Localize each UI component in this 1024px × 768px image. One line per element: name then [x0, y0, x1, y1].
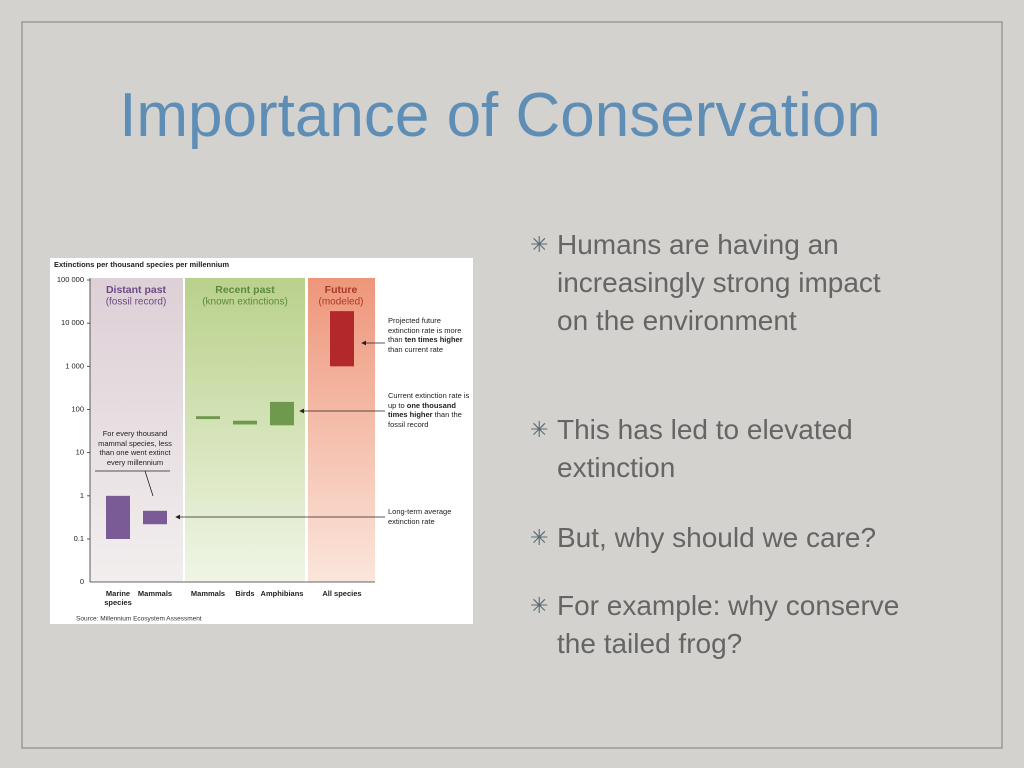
bullet-text: For example: why conserve the tailed fro… — [557, 590, 900, 659]
bar — [196, 416, 220, 420]
period-name: Future — [325, 284, 358, 296]
bar — [106, 495, 130, 539]
period-panel — [90, 278, 183, 582]
connector — [144, 470, 154, 497]
y-tick-label: 1 000 — [65, 361, 84, 370]
period-subtitle: (known extinctions) — [202, 297, 288, 308]
x-tick-label: Birds — [235, 589, 255, 598]
x-tick-label: Mammals — [190, 589, 226, 598]
annotation: For every thousand mammal species, less … — [96, 429, 174, 467]
bullet-marker: ✳ — [530, 525, 549, 550]
bullet: ✳ But, why should we care? — [530, 519, 930, 557]
period-subtitle: (fossil record) — [106, 297, 167, 308]
y-floor-label: 0 — [80, 577, 84, 586]
bar — [270, 401, 294, 426]
y-tick-label: 100 000 — [57, 275, 84, 284]
period-subtitle: (modeled) — [318, 297, 363, 308]
bullet-marker: ✳ — [530, 593, 549, 618]
period-name: Recent past — [215, 284, 275, 296]
annotation-text: than current rate — [388, 344, 444, 354]
x-tick-label: Marine species — [104, 589, 132, 607]
bullet-text: This has led to elevated extinction — [557, 414, 853, 483]
source: Source: Millennium Ecosystem Assessment — [76, 616, 202, 623]
annotation: Long-term average extinction rate — [388, 507, 468, 526]
y-tick-label: 1 — [80, 491, 84, 500]
y-tick-label: 100 — [71, 404, 84, 413]
annotation-text: ten times higher — [404, 335, 463, 344]
annotation-text: Projected future extinction rate is more… — [388, 316, 462, 344]
annotation-text: than the fossil record — [388, 410, 462, 429]
slide-frame — [21, 21, 1003, 749]
annotation-text: For every thousand mammal species, less … — [98, 429, 172, 467]
annotation-text: one thousand times higher — [388, 400, 456, 420]
y-tick-label: 10 — [76, 448, 84, 457]
bullet: ✳ This has led to elevated extinction — [530, 411, 930, 487]
period-panel — [185, 278, 305, 582]
chart-title: Extinctions per thousand species per mil… — [54, 260, 229, 269]
y-tick-label: 10 000 — [61, 318, 84, 327]
annotation-text: Long-term average extinction rate — [388, 507, 452, 526]
bar — [143, 510, 167, 525]
bar — [233, 420, 257, 425]
bullet-text: Humans are having an increasingly strong… — [557, 229, 881, 336]
x-tick-label: Mammals — [137, 589, 173, 598]
bar — [330, 311, 354, 367]
bullet: ✳ For example: why conserve the tailed fr… — [530, 587, 930, 663]
bullet-text: But, why should we care? — [557, 522, 877, 553]
annotation-text: Current extinction rate is up to — [388, 391, 470, 410]
annotation: Current extinction rate is up to one tho… — [388, 391, 474, 429]
x-tick-label: All species — [322, 589, 362, 598]
bullet: ✳ Humans are having an increasingly stron… — [530, 226, 930, 340]
bullet-marker: ✳ — [530, 417, 549, 442]
period-name: Distant past — [106, 284, 167, 296]
y-tick-label: 0.1 — [74, 534, 84, 543]
bullet-marker: ✳ — [530, 232, 549, 257]
x-tick-label: Amphibians — [260, 589, 304, 598]
slide-title: Importance of Conservation — [119, 81, 881, 150]
annotation: Projected future extinction rate is more… — [388, 316, 474, 354]
